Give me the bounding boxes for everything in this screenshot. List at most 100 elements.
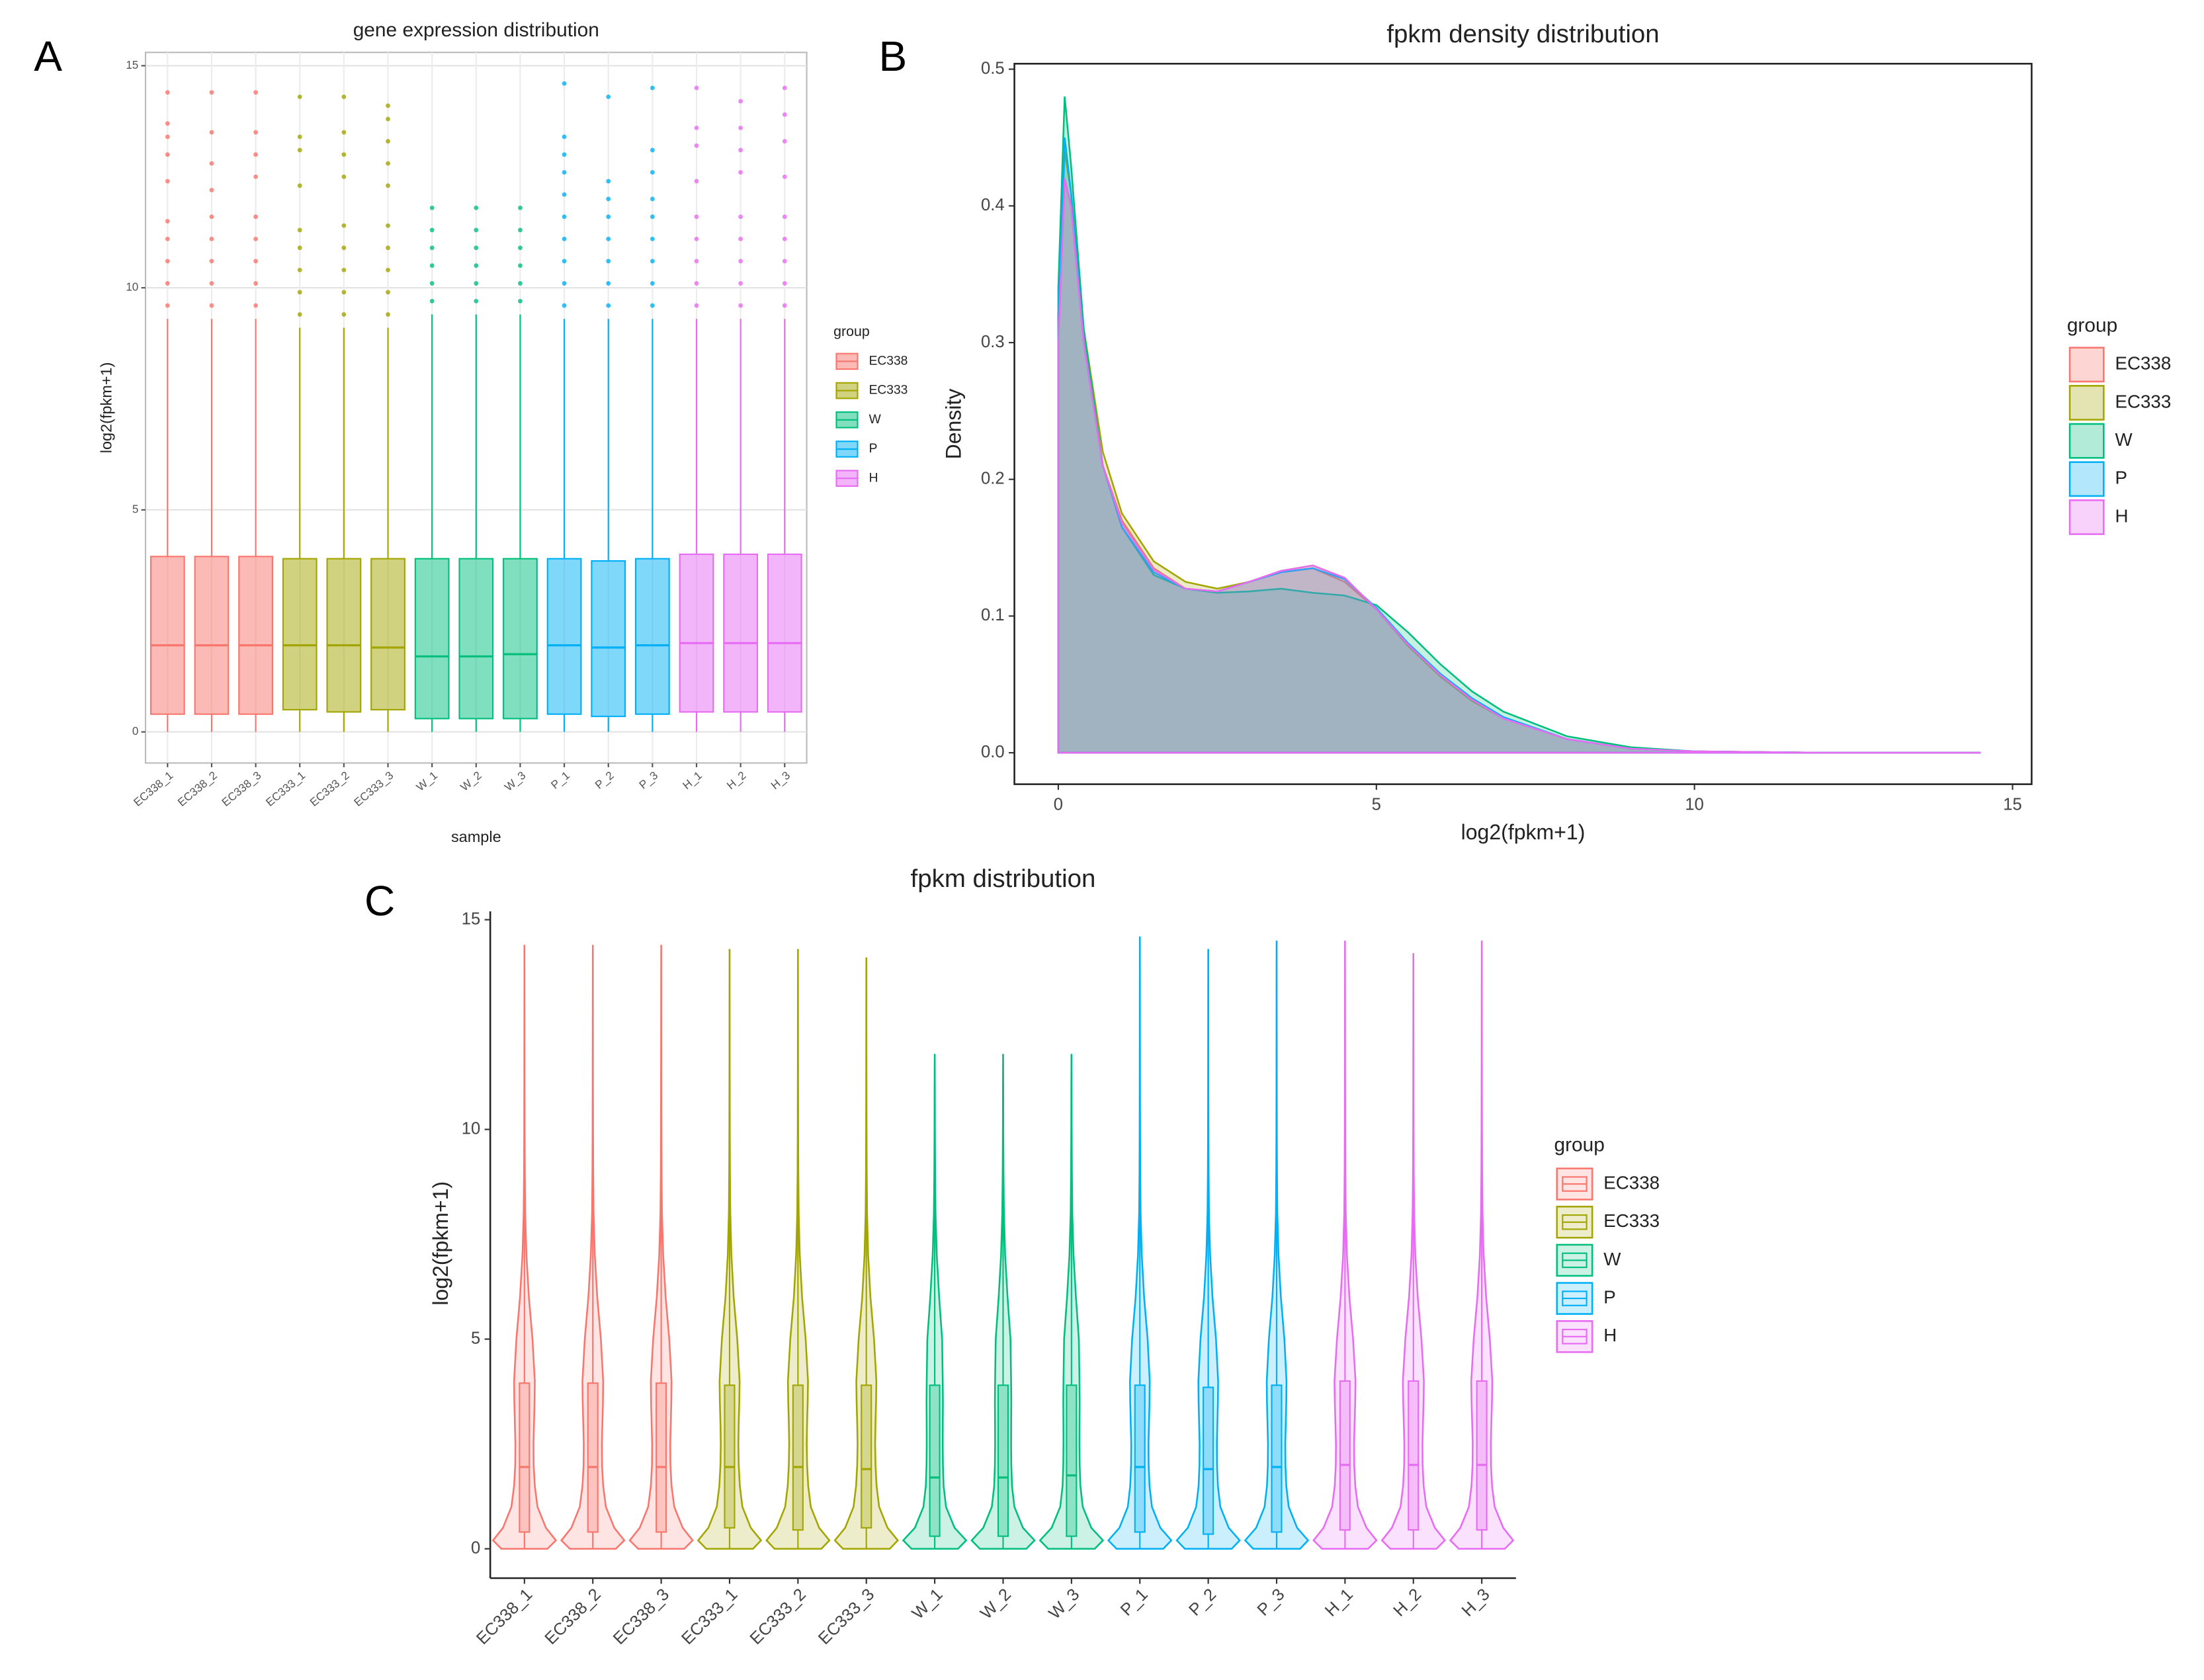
box — [679, 553, 714, 713]
outlier — [782, 85, 787, 91]
legend-label: EC338 — [2115, 353, 2171, 374]
x-tick-label: EC333_2 — [308, 769, 352, 809]
x-tick-label: P_2 — [593, 769, 616, 792]
outlier — [650, 85, 655, 91]
outlier — [297, 134, 302, 140]
chart-title: fpkm density distribution — [1386, 20, 1659, 48]
outlier — [562, 236, 567, 241]
legend-key — [2068, 385, 2105, 421]
outlier — [650, 196, 655, 202]
outlier — [429, 245, 435, 251]
x-tick-label: 15 — [2003, 795, 2022, 814]
x-tick-label: W_3 — [502, 769, 528, 794]
outlier — [518, 263, 523, 268]
outlier — [429, 205, 435, 210]
outlier — [694, 214, 699, 220]
outlier — [253, 259, 259, 264]
outlier — [650, 147, 655, 153]
legend-label: P — [869, 442, 878, 456]
box — [1476, 1380, 1488, 1531]
outlier — [606, 280, 611, 286]
outlier — [165, 134, 170, 140]
legend-label: EC333 — [2115, 391, 2171, 411]
outlier — [650, 170, 655, 175]
x-tick-label: 5 — [1372, 795, 1381, 814]
box — [1134, 1384, 1146, 1533]
outlier — [297, 290, 302, 295]
legend-key — [2068, 461, 2105, 497]
outlier — [518, 245, 523, 251]
box — [1066, 1384, 1078, 1537]
outlier — [209, 187, 214, 192]
x-tick-label: EC338_2 — [541, 1585, 604, 1648]
outlier — [165, 259, 170, 264]
outlier — [782, 112, 787, 117]
outlier — [650, 303, 655, 308]
outlier — [253, 174, 259, 179]
x-tick-label: EC338_2 — [175, 769, 220, 809]
x-tick-label: H_2 — [724, 769, 748, 792]
outlier — [165, 236, 170, 241]
y-tick-label: 0.0 — [981, 743, 1005, 761]
outlier — [694, 236, 699, 241]
outlier — [562, 152, 567, 157]
x-tick-label: P_1 — [548, 769, 572, 792]
y-axis-label: Density — [941, 389, 965, 460]
outlier — [386, 161, 390, 166]
outlier — [694, 143, 699, 148]
box — [997, 1384, 1009, 1537]
outlier — [165, 303, 170, 308]
outlier — [694, 303, 699, 308]
legend-key — [2068, 347, 2105, 383]
outlier — [738, 170, 743, 175]
outlier — [386, 183, 390, 189]
box — [591, 560, 626, 718]
x-axis-label: sample — [451, 828, 501, 845]
outlier — [341, 312, 347, 317]
outlier — [341, 267, 347, 273]
outlier — [386, 290, 390, 295]
outlier — [297, 147, 302, 153]
x-tick-label: W_3 — [1045, 1585, 1083, 1623]
outlier — [386, 245, 390, 251]
outlier — [606, 303, 611, 308]
outlier — [782, 139, 787, 144]
outlier — [782, 259, 787, 264]
outlier — [297, 183, 302, 189]
y-tick-label: 10 — [462, 1119, 481, 1138]
outlier — [606, 179, 611, 184]
legend-label: W — [869, 413, 882, 427]
outlier — [341, 174, 347, 179]
outlier — [738, 147, 743, 153]
outlier — [650, 236, 655, 241]
x-tick-label: W_2 — [458, 769, 484, 794]
outlier — [386, 223, 390, 228]
outlier — [694, 85, 699, 91]
box — [458, 558, 494, 720]
y-tick-label: 0.1 — [981, 606, 1005, 624]
outlier — [606, 236, 611, 241]
box — [724, 1384, 736, 1529]
outlier — [253, 236, 259, 241]
outlier — [782, 303, 787, 308]
outlier — [165, 121, 170, 126]
outlier — [341, 245, 347, 251]
y-tick-label: 0.2 — [981, 469, 1005, 487]
outlier — [297, 312, 302, 317]
outlier — [562, 192, 567, 197]
x-tick-label: P_3 — [1254, 1585, 1289, 1620]
x-tick-label: EC333_1 — [678, 1585, 741, 1648]
x-tick-label: W_1 — [909, 1585, 947, 1623]
outlier — [562, 259, 567, 264]
outlier — [782, 236, 787, 241]
x-tick-label: EC338_3 — [220, 769, 264, 809]
y-tick-label: 15 — [126, 59, 138, 71]
box — [519, 1382, 530, 1533]
outlier — [429, 280, 435, 286]
box — [792, 1384, 804, 1531]
box — [282, 558, 318, 711]
box — [503, 558, 538, 720]
outlier — [386, 103, 390, 108]
outlier — [165, 218, 170, 224]
